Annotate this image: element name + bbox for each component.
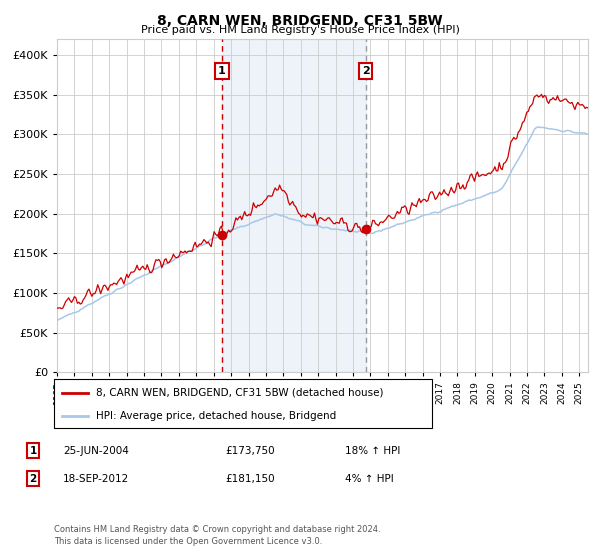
- Text: 2: 2: [362, 66, 370, 76]
- Text: £173,750: £173,750: [225, 446, 275, 456]
- Text: Contains HM Land Registry data © Crown copyright and database right 2024.
This d: Contains HM Land Registry data © Crown c…: [54, 525, 380, 546]
- Text: 25-JUN-2004: 25-JUN-2004: [63, 446, 129, 456]
- Text: 18% ↑ HPI: 18% ↑ HPI: [345, 446, 400, 456]
- Text: 8, CARN WEN, BRIDGEND, CF31 5BW (detached house): 8, CARN WEN, BRIDGEND, CF31 5BW (detache…: [95, 388, 383, 398]
- Text: HPI: Average price, detached house, Bridgend: HPI: Average price, detached house, Brid…: [95, 411, 336, 421]
- Text: 1: 1: [218, 66, 226, 76]
- Text: 18-SEP-2012: 18-SEP-2012: [63, 474, 129, 484]
- Bar: [222, 39, 365, 372]
- Text: 2: 2: [29, 474, 37, 484]
- Text: £181,150: £181,150: [225, 474, 275, 484]
- Text: 8, CARN WEN, BRIDGEND, CF31 5BW: 8, CARN WEN, BRIDGEND, CF31 5BW: [157, 14, 443, 28]
- Text: 1: 1: [29, 446, 37, 456]
- Text: Price paid vs. HM Land Registry's House Price Index (HPI): Price paid vs. HM Land Registry's House …: [140, 25, 460, 35]
- Text: 4% ↑ HPI: 4% ↑ HPI: [345, 474, 394, 484]
- FancyBboxPatch shape: [54, 379, 432, 428]
